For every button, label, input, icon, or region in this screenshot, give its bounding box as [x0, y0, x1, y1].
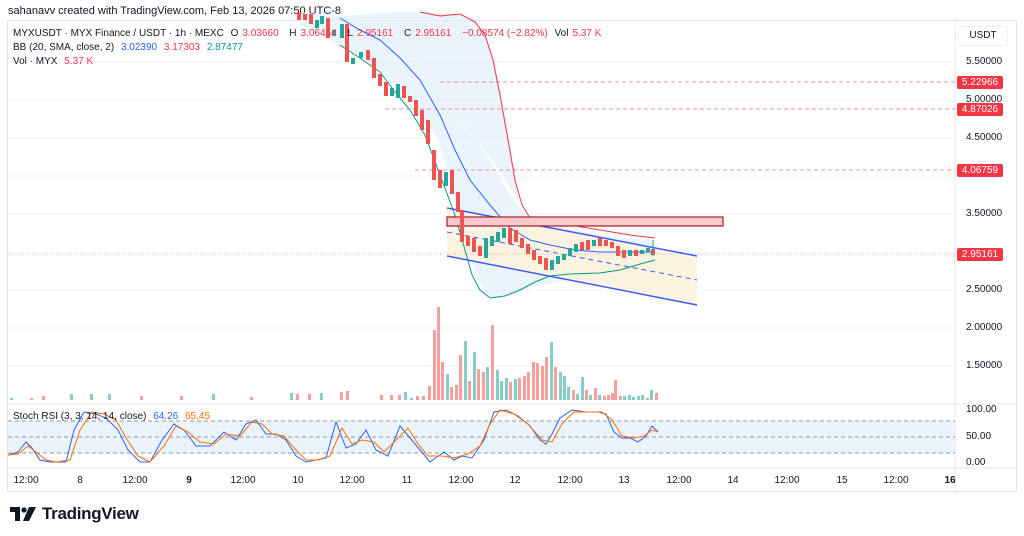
ohlc-change: −0.08574 (−2.82%): [462, 28, 548, 39]
time-tick: 12:00: [13, 475, 39, 486]
ohlc-volume: Vol 5.37 K: [554, 28, 602, 39]
time-tick: 12:00: [883, 475, 909, 486]
channel-lower-line: [446, 255, 698, 306]
bb-basis-line: [339, 17, 655, 253]
ohlc-low: L 2.95161: [347, 28, 394, 39]
candles: [297, 12, 655, 270]
horizontal-levels: [385, 81, 955, 171]
ohlc-high: H 3.06454: [289, 28, 337, 39]
stoch-rsi-k-line: [7, 409, 659, 463]
ohlc-open: O 3.03660: [230, 28, 279, 39]
time-tick: 12:00: [557, 475, 583, 486]
price-tick: 1.50000: [966, 360, 1003, 371]
price-tick: 5.00000: [966, 94, 1003, 105]
tradingview-logo-icon: [10, 507, 36, 521]
ohlc-close: C 2.95161: [403, 28, 452, 39]
time-tick: 13: [618, 475, 630, 486]
chart-frame: [7, 20, 1017, 492]
time-tick: 11: [401, 475, 413, 486]
symbol-info[interactable]: MYXUSDT · MYX Finance / USDT · 1h · MEXC: [13, 28, 224, 39]
symbol-legend: MYXUSDT · MYX Finance / USDT · 1h · MEXC…: [13, 28, 609, 39]
volume-bars: [10, 307, 658, 400]
time-tick: 12:00: [448, 475, 474, 486]
time-tick: 12:00: [774, 475, 800, 486]
stoch-tick: 0.00: [966, 457, 986, 468]
volume-legend[interactable]: Vol · MYX 5.37 K: [13, 56, 97, 67]
chart-credit: sahanavv created with TradingView.com, F…: [8, 5, 342, 17]
time-tick: 12:00: [339, 475, 365, 486]
bb-upper-value: 3.17303: [163, 42, 201, 53]
time-tick: 9: [186, 475, 192, 486]
level-tag: 5.22966: [957, 76, 1003, 89]
bollinger-fill: [300, 12, 655, 298]
time-tick: 12: [509, 475, 521, 486]
level-tag: 4.87026: [957, 103, 1003, 116]
last-price-tag: 2.95161: [957, 248, 1003, 261]
price-tick: 3.50000: [966, 208, 1003, 219]
time-tick: 12:00: [666, 475, 692, 486]
time-tick: 8: [77, 475, 83, 486]
price-tick: 5.50000: [966, 56, 1003, 67]
level-tag: 4.06759: [957, 164, 1003, 177]
volume-indicator-label: Vol · MYX: [13, 56, 58, 67]
time-tick: 10: [292, 475, 304, 486]
time-tick: 12:00: [230, 475, 256, 486]
price-tick: 2.50000: [966, 284, 1003, 295]
volume-indicator-value: 5.37 K: [64, 56, 94, 67]
stoch-tick: 50.00: [966, 431, 992, 442]
resistance-zone: [446, 216, 724, 227]
time-tick: 14: [727, 475, 739, 486]
stoch-rsi-label: Stoch RSI (3, 3, 14, 14, close): [13, 411, 147, 422]
time-tick: 15: [836, 475, 848, 486]
bb-upper-line: [419, 11, 656, 239]
channel-upper-line: [446, 207, 698, 257]
stoch-rsi-levels: [8, 420, 955, 454]
stoch-rsi-k-value: 64.26: [153, 411, 179, 422]
price-tick: 2.00000: [966, 322, 1003, 333]
tradingview-logo-text: TradingView: [42, 504, 139, 523]
bb-lower-value: 2.87477: [206, 42, 243, 53]
stoch-rsi-d-value: 65.45: [185, 411, 211, 422]
bb-legend[interactable]: BB (20, SMA, close, 2) 3.02390 3.17303 2…: [13, 42, 247, 53]
time-tick: 16: [944, 475, 956, 486]
stoch-rsi-d-line: [7, 409, 659, 463]
currency-button[interactable]: USDT: [958, 26, 1008, 46]
time-tick: 12:00: [122, 475, 148, 486]
stoch-tick: 100.00: [966, 404, 997, 415]
bb-label: BB (20, SMA, close, 2): [13, 42, 115, 53]
bb-basis-value: 3.02390: [120, 42, 158, 53]
bollinger-fill-upper: [340, 12, 655, 250]
stoch-rsi-legend[interactable]: Stoch RSI (3, 3, 14, 14, close) 64.26 65…: [13, 411, 214, 422]
price-tick: 4.50000: [966, 132, 1003, 143]
tradingview-logo[interactable]: TradingView: [10, 504, 139, 524]
